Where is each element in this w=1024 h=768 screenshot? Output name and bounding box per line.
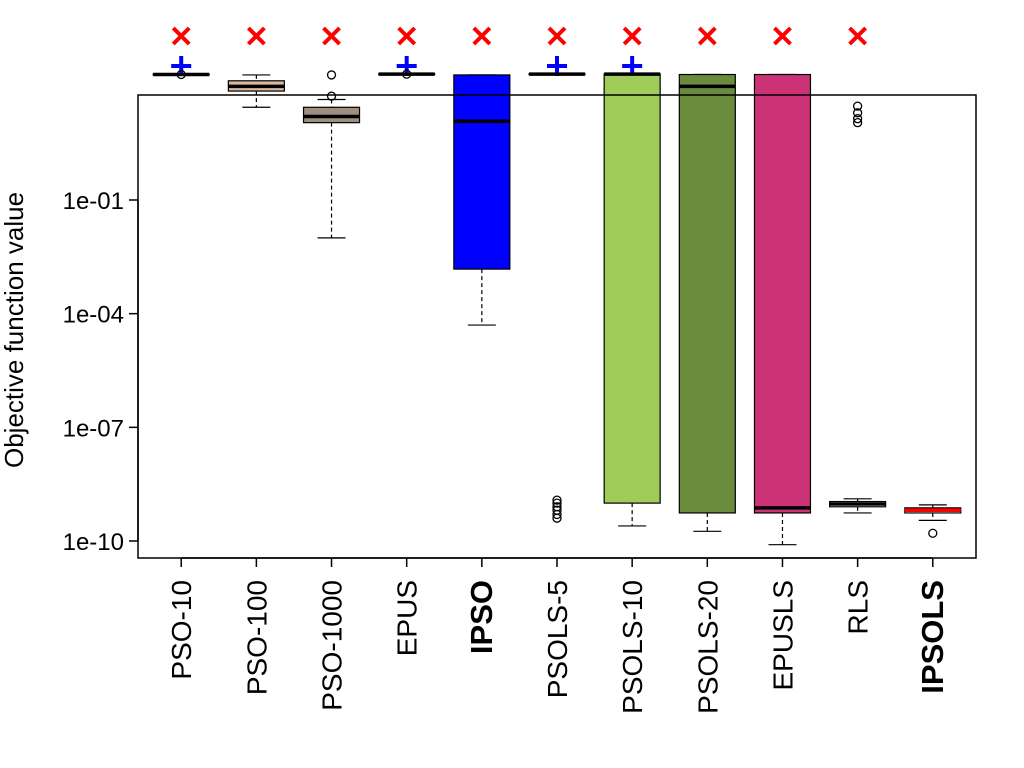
x-tick-label: PSOLS-5 bbox=[542, 580, 573, 698]
x-tick-label: IPSO bbox=[464, 580, 499, 654]
x-tick-label: PSO-1000 bbox=[317, 580, 348, 711]
red-cross-marker bbox=[472, 26, 492, 46]
red-cross-marker bbox=[171, 26, 191, 46]
box-psols-5 bbox=[528, 72, 586, 523]
red-cross-marker bbox=[697, 26, 717, 46]
red-cross-marker bbox=[622, 26, 642, 46]
y-tick-label: 1e-01 bbox=[63, 188, 124, 215]
x-tick-label: PSOLS-10 bbox=[617, 580, 648, 714]
x-tick-label: EPUSLS bbox=[767, 580, 798, 691]
red-cross-marker bbox=[773, 26, 792, 46]
box-psols-10 bbox=[603, 72, 661, 527]
outlier-point bbox=[552, 498, 562, 508]
boxes bbox=[152, 69, 962, 546]
box-body bbox=[603, 73, 661, 504]
outlier-point bbox=[852, 118, 863, 128]
plot-frame bbox=[137, 94, 977, 559]
red-cross-marker bbox=[547, 26, 567, 46]
box-pso-1000 bbox=[302, 70, 361, 239]
box-psols-20 bbox=[678, 73, 736, 532]
y-axis-title: Objective function value bbox=[0, 192, 29, 468]
x-tick-label: PSO-10 bbox=[166, 580, 197, 680]
red-cross-marker bbox=[397, 26, 417, 46]
outlier-point bbox=[326, 91, 337, 101]
outlier-point bbox=[852, 114, 863, 124]
blue-plus-marker bbox=[171, 56, 192, 76]
x-tick-label: IPSOLS bbox=[915, 580, 950, 694]
outlier-point bbox=[852, 108, 863, 118]
outlier-point bbox=[552, 509, 562, 520]
outlier-point bbox=[326, 70, 337, 80]
box-epus bbox=[378, 69, 436, 79]
outlier-point bbox=[552, 495, 562, 505]
outlier-point bbox=[552, 513, 562, 523]
box-pso-100 bbox=[227, 74, 285, 108]
box-pso-10 bbox=[152, 69, 210, 80]
red-cross-marker bbox=[848, 26, 868, 46]
box-ipsols bbox=[904, 504, 962, 538]
box-body bbox=[678, 73, 736, 514]
red-cross-marker bbox=[246, 26, 266, 46]
y-axis: 1e-10 1e-07 1e-04 1e-01 bbox=[63, 188, 139, 556]
x-tick-label: EPUS bbox=[392, 580, 423, 656]
box-body bbox=[753, 73, 812, 514]
y-tick-label: 1e-07 bbox=[63, 415, 124, 442]
x-axis: PSO-10 PSO-100 PSO-1000 EPUS IPSO PSOLS-5 PSOL… bbox=[166, 557, 950, 714]
y-tick-label: 1e-10 bbox=[63, 529, 124, 556]
box-epusls bbox=[753, 73, 812, 546]
box-body bbox=[453, 74, 511, 270]
box-rls bbox=[829, 101, 887, 514]
significance-markers bbox=[171, 26, 868, 76]
x-tick-label: RLS bbox=[843, 580, 874, 634]
red-cross-marker bbox=[322, 26, 341, 46]
box-ipso bbox=[453, 74, 511, 326]
outlier-point bbox=[402, 69, 412, 79]
x-tick-label: PSO-100 bbox=[241, 580, 272, 695]
outlier-point bbox=[176, 69, 186, 80]
outlier-point bbox=[852, 101, 863, 111]
x-tick-label: PSOLS-20 bbox=[692, 580, 723, 714]
outlier-point bbox=[928, 528, 938, 538]
y-tick-label: 1e-04 bbox=[63, 302, 124, 329]
